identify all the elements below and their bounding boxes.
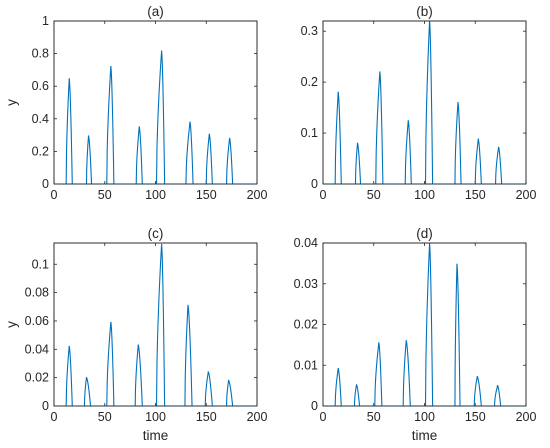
panel-c-axes-border xyxy=(53,242,258,407)
panel-a-xtick-label: 200 xyxy=(247,188,268,202)
panel-c-title: (c) xyxy=(148,226,164,241)
panel-d-xtick-label: 0 xyxy=(320,410,327,424)
panel-d-pulse-peak xyxy=(456,263,458,265)
panel-b-ytick-label: 0 xyxy=(311,177,318,191)
panel-d-pulse-peak xyxy=(476,376,478,378)
panel-c-ylabel: y xyxy=(4,321,19,328)
panel-c-ytick-label: 0 xyxy=(42,399,49,413)
panel-d-pulse-peak xyxy=(355,384,358,386)
panel-a-ytick-label: 0.6 xyxy=(32,79,49,93)
panel-c-pulse-peak xyxy=(137,344,139,346)
panel-c-xlabel: time xyxy=(143,428,169,443)
panel-b-ytick-label: 0.3 xyxy=(301,24,318,38)
panel-b-xtick-label: 150 xyxy=(465,188,486,202)
panel-c-ytick-label: 0.02 xyxy=(25,371,49,385)
panel-a-xtick-label: 50 xyxy=(98,188,112,202)
panel-a-ylabel: y xyxy=(4,99,19,106)
panel-c-pulse-peak xyxy=(187,304,189,306)
panel-b-xtick-label: 200 xyxy=(516,188,537,202)
panel-c-ytick-label: 0.08 xyxy=(25,286,49,300)
panel-a-ytick-label: 0.8 xyxy=(32,47,49,61)
panel-c-pulse-peak xyxy=(160,243,163,246)
panel-a-pulse-peak xyxy=(68,78,70,80)
panel-c-pulse-peak xyxy=(68,345,70,348)
panel-c-pulse-peak xyxy=(110,321,112,323)
panel-d-ytick-label: 0 xyxy=(311,399,318,413)
panel-a-ytick-label: 0.4 xyxy=(32,112,49,126)
panel-b-ytick-label: 0.1 xyxy=(301,126,318,140)
panel-b-pulse-peak xyxy=(337,91,339,93)
panel-a-ytick-label: 1 xyxy=(42,14,49,28)
panel-b-axes-border xyxy=(322,20,527,185)
panel-c-ytick-label: 0.1 xyxy=(32,257,49,271)
panel-c-ytick-label: 0.06 xyxy=(25,314,49,328)
panel-d-title: (d) xyxy=(416,226,433,241)
panel-b-pulse-peak xyxy=(379,71,381,73)
panel-c-xtick-label: 50 xyxy=(98,410,112,424)
panel-c-pulse-peak xyxy=(85,377,88,379)
panel-c-pulse-peak xyxy=(207,371,209,373)
panel-c-pulse-peak xyxy=(227,379,230,382)
panel-d-xlabel: time xyxy=(412,428,438,443)
panel-a-axes-frame xyxy=(53,20,258,185)
panel-d-xtick-label: 200 xyxy=(516,410,537,424)
panel-d-ytick-label: 0.03 xyxy=(294,277,318,291)
panel-d-ytick-label: 0.02 xyxy=(294,318,318,332)
panel-c-xtick-label: 150 xyxy=(196,410,217,424)
panel-a-xtick-label: 100 xyxy=(145,188,166,202)
panel-b-pulse-peak xyxy=(477,138,479,140)
panel-b-title: (b) xyxy=(416,4,433,19)
panel-b-xtick-label: 0 xyxy=(320,188,327,202)
panel-b-axes-frame xyxy=(322,20,527,185)
panel-d-ytick-label: 0.04 xyxy=(294,236,318,250)
panel-c: (c) y time 0 50 100 150 200 0 0.02 0.04 0.06 0.08… xyxy=(4,226,267,443)
panel-b-pulse-peak xyxy=(497,146,500,148)
panel-b-ytick-label: 0.2 xyxy=(301,75,318,89)
panel-d-xtick-label: 150 xyxy=(465,410,486,424)
panel-d-pulse-peak xyxy=(428,243,431,245)
panel-b-xtick-label: 100 xyxy=(414,188,435,202)
panel-a-pulse-peak xyxy=(160,50,163,52)
panel-a-title: (a) xyxy=(147,4,164,19)
panel-b-pulse-peak xyxy=(407,120,409,122)
panel-c-ytick-label: 0.04 xyxy=(25,342,49,356)
panel-a-xtick-label: 150 xyxy=(196,188,217,202)
panel-d-pulse-peak xyxy=(405,340,407,342)
panel-d-pulse-peak xyxy=(496,385,499,387)
panel-c-axes-frame xyxy=(53,242,258,407)
panel-d-axes-border xyxy=(322,242,527,407)
panel-d-pulse-peak xyxy=(337,367,339,370)
panel-b-pulse-peak xyxy=(356,142,359,144)
panel-a-ytick-label: 0 xyxy=(42,177,49,191)
panel-d-axes-frame xyxy=(322,242,527,407)
panel-b-xtick-label: 50 xyxy=(367,188,381,202)
panel-b-pulse-peak xyxy=(457,101,459,104)
panel-d: (d) time 0 50 100 150 200 0 0.01 0.02 0.03 0.04 xyxy=(294,226,537,443)
panel-b: (b) 0 50 100 150 200 0 0.1 0.2 0.3 xyxy=(301,4,537,202)
panel-a-pulse-peak xyxy=(138,126,140,128)
panel-c-xtick-label: 0 xyxy=(51,410,58,424)
panel-a: (a) y 0 50 100 150 200 0 0.2 0.4 0.6 0.8 1 xyxy=(4,4,267,202)
panel-d-xtick-label: 50 xyxy=(367,410,381,424)
panel-a-pulse-peak xyxy=(208,133,210,135)
panel-d-pulse-peak xyxy=(378,342,380,344)
panel-c-xtick-label: 200 xyxy=(247,410,268,424)
panel-a-pulse-peak xyxy=(87,135,90,137)
panel-a-ytick-label: 0.2 xyxy=(32,144,49,158)
panel-a-pulse-peak xyxy=(228,137,231,139)
panel-a-pulse-peak xyxy=(110,66,112,68)
panel-a-axes-border xyxy=(53,20,258,185)
panel-a-xtick-label: 0 xyxy=(51,188,58,202)
panel-a-pulse-peak xyxy=(189,121,191,123)
panel-d-xtick-label: 100 xyxy=(414,410,435,424)
panel-c-xtick-label: 100 xyxy=(145,410,166,424)
panel-d-ytick-label: 0.01 xyxy=(294,358,318,372)
